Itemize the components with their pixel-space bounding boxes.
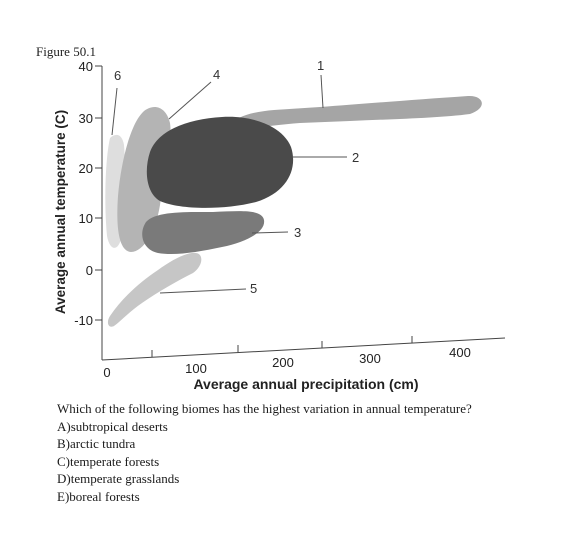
y-ticks bbox=[95, 65, 102, 321]
y-tick-label: -10 bbox=[74, 313, 93, 328]
x-axis bbox=[101, 337, 506, 361]
biome-region-2 bbox=[146, 116, 294, 208]
biome-region-5 bbox=[107, 252, 202, 327]
y-tick-label: 0 bbox=[86, 263, 93, 278]
x-tick-label: 0 bbox=[103, 365, 110, 380]
biome-region-1 bbox=[232, 95, 482, 128]
y-axis-label: Average annual temperature (C) bbox=[53, 110, 68, 314]
region-label-1: 1 bbox=[317, 58, 324, 73]
answer-option: C)temperate forests bbox=[57, 453, 160, 469]
figure-label: Figure 50.1 bbox=[36, 44, 96, 59]
answer-option: D)temperate grasslands bbox=[57, 471, 180, 486]
region-label-5: 5 bbox=[250, 281, 257, 296]
region-label-2: 2 bbox=[352, 150, 359, 165]
region-label-4: 4 bbox=[213, 67, 220, 82]
y-tick-label: 10 bbox=[79, 211, 93, 226]
x-ticks bbox=[151, 336, 413, 357]
question-text: Which of the following biomes has the hi… bbox=[57, 401, 472, 416]
biome-region-3 bbox=[142, 211, 265, 255]
question-block: Which of the following biomes has the hi… bbox=[57, 400, 557, 505]
answer-option: B)arctic tundra bbox=[57, 436, 136, 451]
region-label-3: 3 bbox=[294, 225, 301, 240]
x-tick-label: 300 bbox=[359, 351, 381, 366]
leader-lines bbox=[111, 74, 347, 294]
y-tick-label: 20 bbox=[79, 161, 93, 176]
x-axis-label: Average annual precipitation (cm) bbox=[193, 376, 418, 392]
x-tick-label: 400 bbox=[449, 345, 471, 360]
answer-option: A)subtropical deserts bbox=[57, 418, 168, 434]
answer-option: E)boreal forests bbox=[57, 488, 140, 504]
region-label-6: 6 bbox=[114, 68, 121, 83]
biome-diagram: Figure 50.1 40 30 20 10 0 -10 0 100 200 … bbox=[36, 44, 506, 392]
x-tick-label: 100 bbox=[185, 361, 207, 376]
x-tick-label: 200 bbox=[272, 355, 294, 370]
y-tick-label: 30 bbox=[79, 111, 93, 126]
y-tick-label: 40 bbox=[79, 59, 93, 74]
